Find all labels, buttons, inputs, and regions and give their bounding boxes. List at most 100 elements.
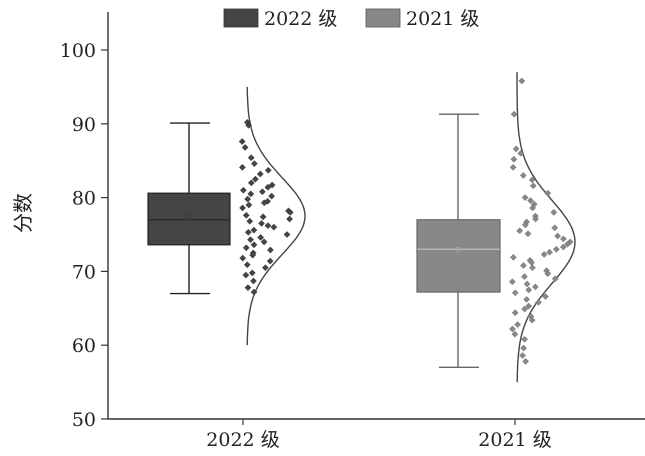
data-point xyxy=(546,248,553,256)
y-tick-label-60: 60 xyxy=(72,335,96,357)
data-point xyxy=(519,172,527,179)
data-point xyxy=(514,321,521,328)
series-2022-级 xyxy=(147,86,306,346)
data-point xyxy=(247,236,254,244)
data-point xyxy=(267,246,274,254)
plot-area xyxy=(147,72,576,383)
data-point xyxy=(239,204,246,212)
data-point xyxy=(252,175,259,183)
legend-swatch-2022 xyxy=(223,8,259,28)
y-tick-label-50: 50 xyxy=(72,409,96,431)
data-point xyxy=(517,149,525,157)
data-point xyxy=(509,163,517,171)
data-point xyxy=(529,182,537,190)
data-point xyxy=(245,121,253,129)
data-point xyxy=(525,286,533,294)
data-point xyxy=(528,176,536,184)
data-point xyxy=(264,183,272,191)
mean-marker xyxy=(186,213,192,218)
data-point xyxy=(286,208,294,216)
y-tick-label-80: 80 xyxy=(72,188,96,210)
data-point xyxy=(258,220,265,227)
axes: 2022 级 2021 级 xyxy=(107,12,645,451)
data-point xyxy=(250,288,258,296)
data-point xyxy=(521,273,528,280)
data-point xyxy=(559,243,567,251)
data-point xyxy=(264,166,272,174)
data-point xyxy=(244,284,252,292)
y-tick-label-70: 70 xyxy=(72,261,96,283)
data-point xyxy=(257,234,265,241)
y-tick-label-90: 90 xyxy=(72,114,96,136)
data-point xyxy=(551,224,559,232)
y-ticks: 50 60 70 80 90 100 xyxy=(60,40,108,431)
data-point xyxy=(532,215,539,223)
data-point xyxy=(550,208,558,216)
data-point xyxy=(511,330,519,338)
data-point xyxy=(268,192,276,200)
data-point xyxy=(247,190,255,198)
data-point xyxy=(520,262,527,269)
x-tick-label-2022: 2022 级 xyxy=(206,429,279,451)
data-point xyxy=(245,201,253,209)
data-point xyxy=(564,240,571,248)
y-tick-label-100: 100 xyxy=(60,40,96,62)
data-point xyxy=(531,283,539,291)
data-point xyxy=(249,251,257,259)
data-point xyxy=(560,235,567,243)
data-point xyxy=(524,230,532,238)
legend-label-2022: 2022 级 xyxy=(264,8,337,30)
data-point xyxy=(250,241,258,249)
data-point xyxy=(239,163,246,171)
data-point xyxy=(529,264,536,272)
data-point xyxy=(244,228,252,236)
data-point xyxy=(259,213,267,221)
data-point xyxy=(238,138,246,145)
data-point xyxy=(247,179,255,187)
data-point xyxy=(286,215,293,223)
data-point xyxy=(525,302,533,310)
data-point xyxy=(250,226,258,234)
data-point xyxy=(239,254,247,262)
data-point xyxy=(523,296,531,303)
data-point xyxy=(521,194,529,201)
legend: 2022 级 2021 级 xyxy=(223,8,479,30)
data-point xyxy=(508,278,516,286)
data-point xyxy=(248,269,256,277)
data-point xyxy=(243,261,251,269)
data-point xyxy=(260,238,268,246)
data-point xyxy=(258,188,266,196)
data-point xyxy=(518,77,526,85)
data-point xyxy=(246,217,254,225)
data-point xyxy=(551,275,559,283)
data-point xyxy=(516,227,524,235)
data-point xyxy=(510,110,518,118)
data-point xyxy=(552,245,560,253)
data-point xyxy=(512,145,520,153)
data-point xyxy=(509,253,517,261)
data-point xyxy=(535,299,542,306)
data-point xyxy=(544,189,552,197)
data-point xyxy=(260,199,268,207)
density-curve xyxy=(246,86,306,346)
mean-marker xyxy=(456,246,461,252)
legend-swatch-2021 xyxy=(365,8,401,28)
data-point xyxy=(262,264,269,272)
data-point xyxy=(521,335,528,343)
data-point xyxy=(520,344,527,352)
data-point xyxy=(241,144,249,151)
box-iqr xyxy=(147,192,231,246)
data-point xyxy=(283,231,291,238)
data-point xyxy=(244,195,252,203)
data-point xyxy=(264,222,272,230)
box-iqr xyxy=(416,219,501,293)
data-point xyxy=(527,197,534,204)
data-point xyxy=(250,160,258,168)
data-point xyxy=(522,358,530,365)
data-point xyxy=(529,204,537,212)
data-point xyxy=(242,211,250,219)
data-point xyxy=(523,280,531,288)
density-curve xyxy=(516,72,576,383)
data-point xyxy=(511,289,519,297)
